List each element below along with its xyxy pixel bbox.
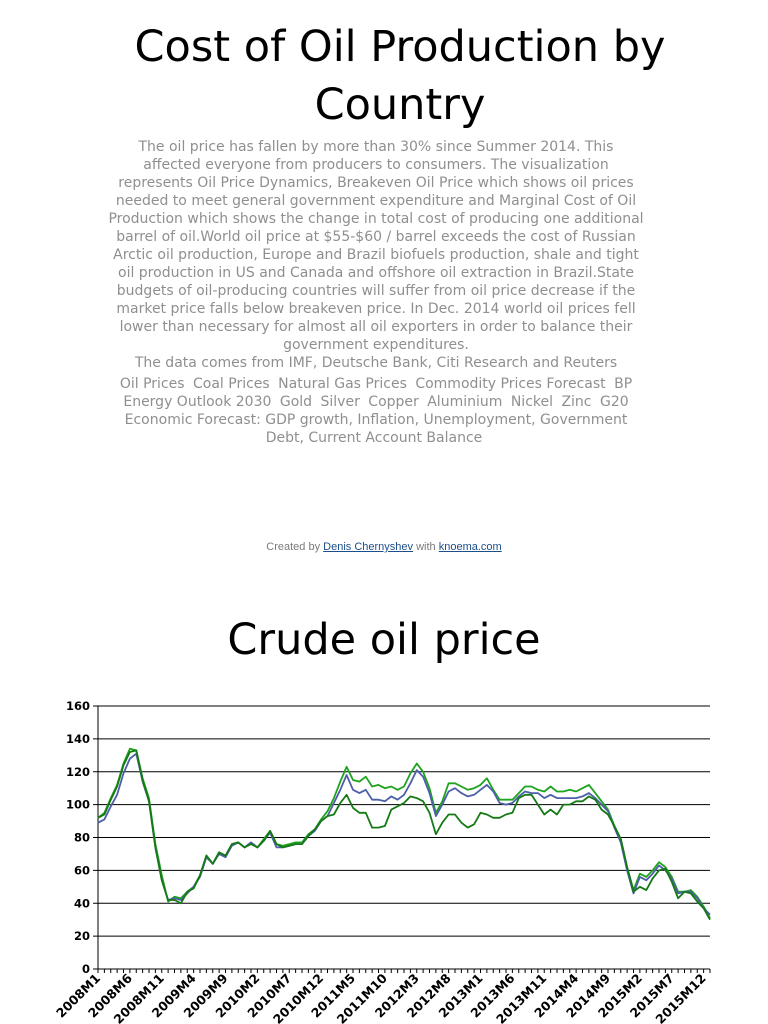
series-lines (97, 747, 711, 921)
link-oil-prices[interactable]: Oil Prices (119, 376, 185, 392)
link-bp-energy-outlook[interactable]: BP Energy Outlook 2030 (123, 376, 633, 410)
author-link[interactable]: Denis Chernyshev (323, 541, 414, 553)
description-block: The oil price has fallen by more than 30… (108, 138, 644, 447)
link-copper[interactable]: Copper (368, 394, 419, 410)
link-zinc[interactable]: Zinc (561, 394, 592, 410)
link-coal-prices[interactable]: Coal Prices (192, 376, 270, 392)
tick-labels: 0204060801001201401602008M12008M62008M11… (53, 699, 709, 1024)
y-tick-label: 120 (66, 765, 90, 779)
related-links: Oil Prices Coal Prices Natural Gas Price… (108, 375, 644, 447)
y-tick-label: 20 (74, 929, 90, 943)
description-paragraph: The oil price has fallen by more than 30… (108, 139, 644, 353)
credit-line: Created by Denis Chernyshev with knoema.… (0, 541, 768, 553)
y-tick-label: 0 (82, 962, 90, 976)
chart-title: Crude oil price (227, 615, 541, 665)
gridlines (98, 705, 710, 970)
y-tick-label: 140 (66, 732, 90, 746)
data-source-text: The data comes from IMF, Deutsche Bank, … (134, 355, 618, 371)
knoema-link[interactable]: knoema.com (438, 541, 502, 553)
credit-middle: with (416, 541, 436, 553)
link-nickel[interactable]: Nickel (510, 394, 553, 410)
crude-oil-price-chart: 0204060801001201401602008M12008M62008M11… (53, 699, 711, 1024)
y-tick-label: 80 (74, 831, 90, 845)
y-tick-label: 40 (74, 896, 90, 910)
link-g20-forecast[interactable]: G20 Economic Forecast: GDP growth, Infla… (124, 394, 629, 446)
y-tick-label: 160 (66, 699, 90, 713)
y-tick-label: 100 (66, 798, 90, 812)
link-commodity-prices-forecast[interactable]: Commodity Prices Forecast (415, 376, 606, 392)
link-natural-gas-prices[interactable]: Natural Gas Prices (278, 376, 407, 392)
link-aluminium[interactable]: Aluminium (427, 394, 503, 410)
series-line-3 (97, 749, 711, 921)
link-silver[interactable]: Silver (320, 394, 360, 410)
credit-prefix: Created by (266, 541, 321, 553)
y-tick-label: 60 (74, 863, 90, 877)
axes (93, 705, 711, 973)
page-title: Cost of Oil Production by Country (134, 22, 666, 130)
link-gold[interactable]: Gold (279, 394, 313, 410)
